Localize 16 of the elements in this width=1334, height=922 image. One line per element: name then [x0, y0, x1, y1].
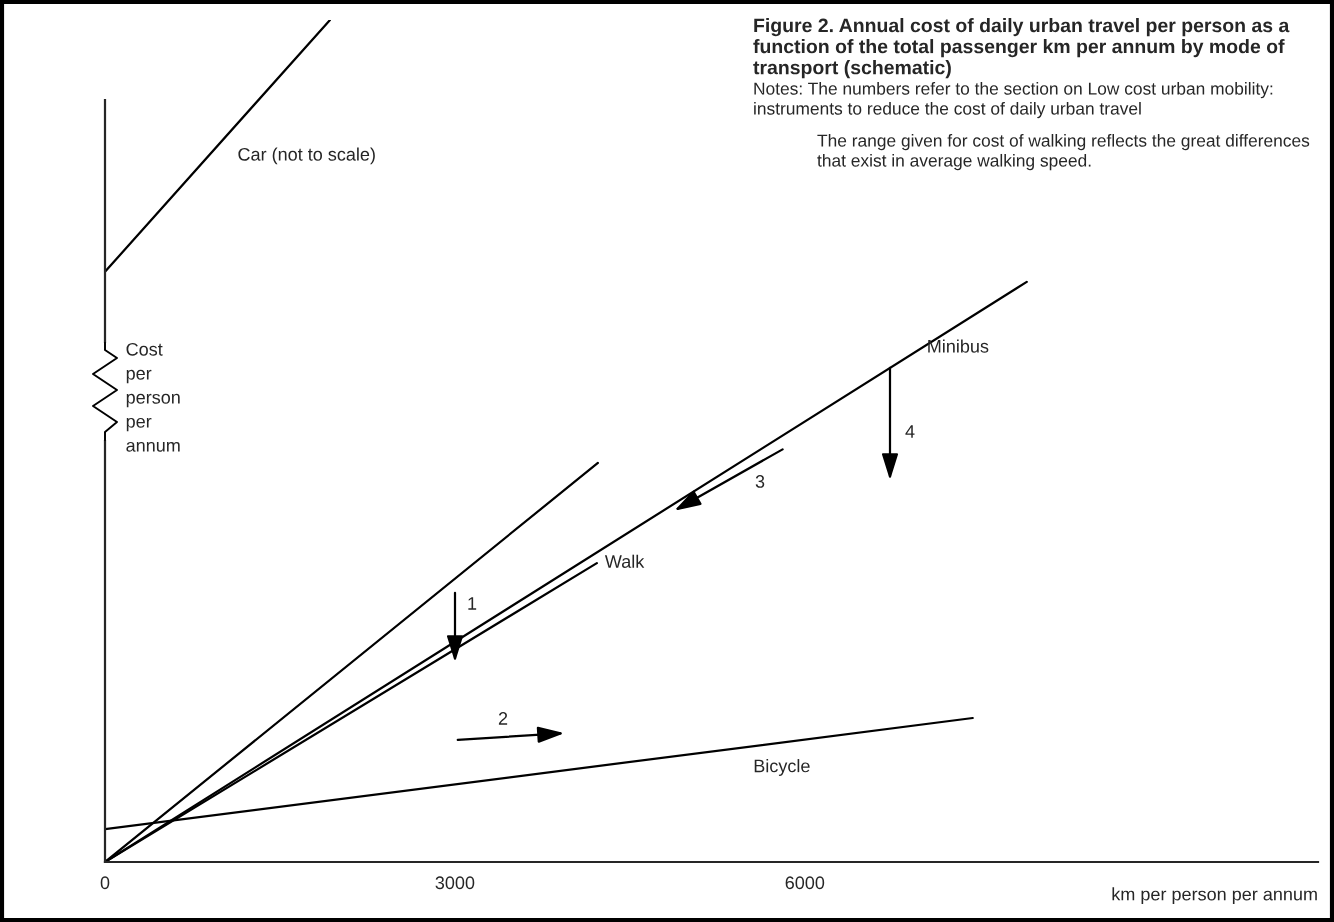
annotation: 2 [498, 712, 508, 725]
x-axis-title: km per person per annum [1112, 887, 1317, 905]
series-label: Minibus [928, 339, 989, 353]
series-label: Walk [604, 554, 645, 568]
annotation: 4 [905, 425, 915, 438]
annotation: 3 [755, 475, 765, 488]
y-axis-title: Cost per person per annum [126, 342, 180, 452]
text: Figure 2. Annual cost of daily urban travel per person as a function of the total passenger km per annum by mode of transport (schematic) [753, 18, 1290, 79]
x-tick-label: 6000 [785, 876, 825, 890]
series-label: Car (not to scale) [238, 147, 375, 165]
x-tick-label: 3000 [435, 876, 475, 890]
annotation: 1 [468, 597, 477, 610]
x-tick-label: 0 [100, 876, 110, 890]
series-label: Bicycle [754, 759, 810, 776]
annotation: Notes: The numbers refer to the section on Low cost urban mobility: instruments to reduce the cost of daily urban travel [754, 82, 1273, 119]
annotation: The range given for cost of walking reflects the great differences that exist in average walking speed. [817, 134, 1310, 171]
